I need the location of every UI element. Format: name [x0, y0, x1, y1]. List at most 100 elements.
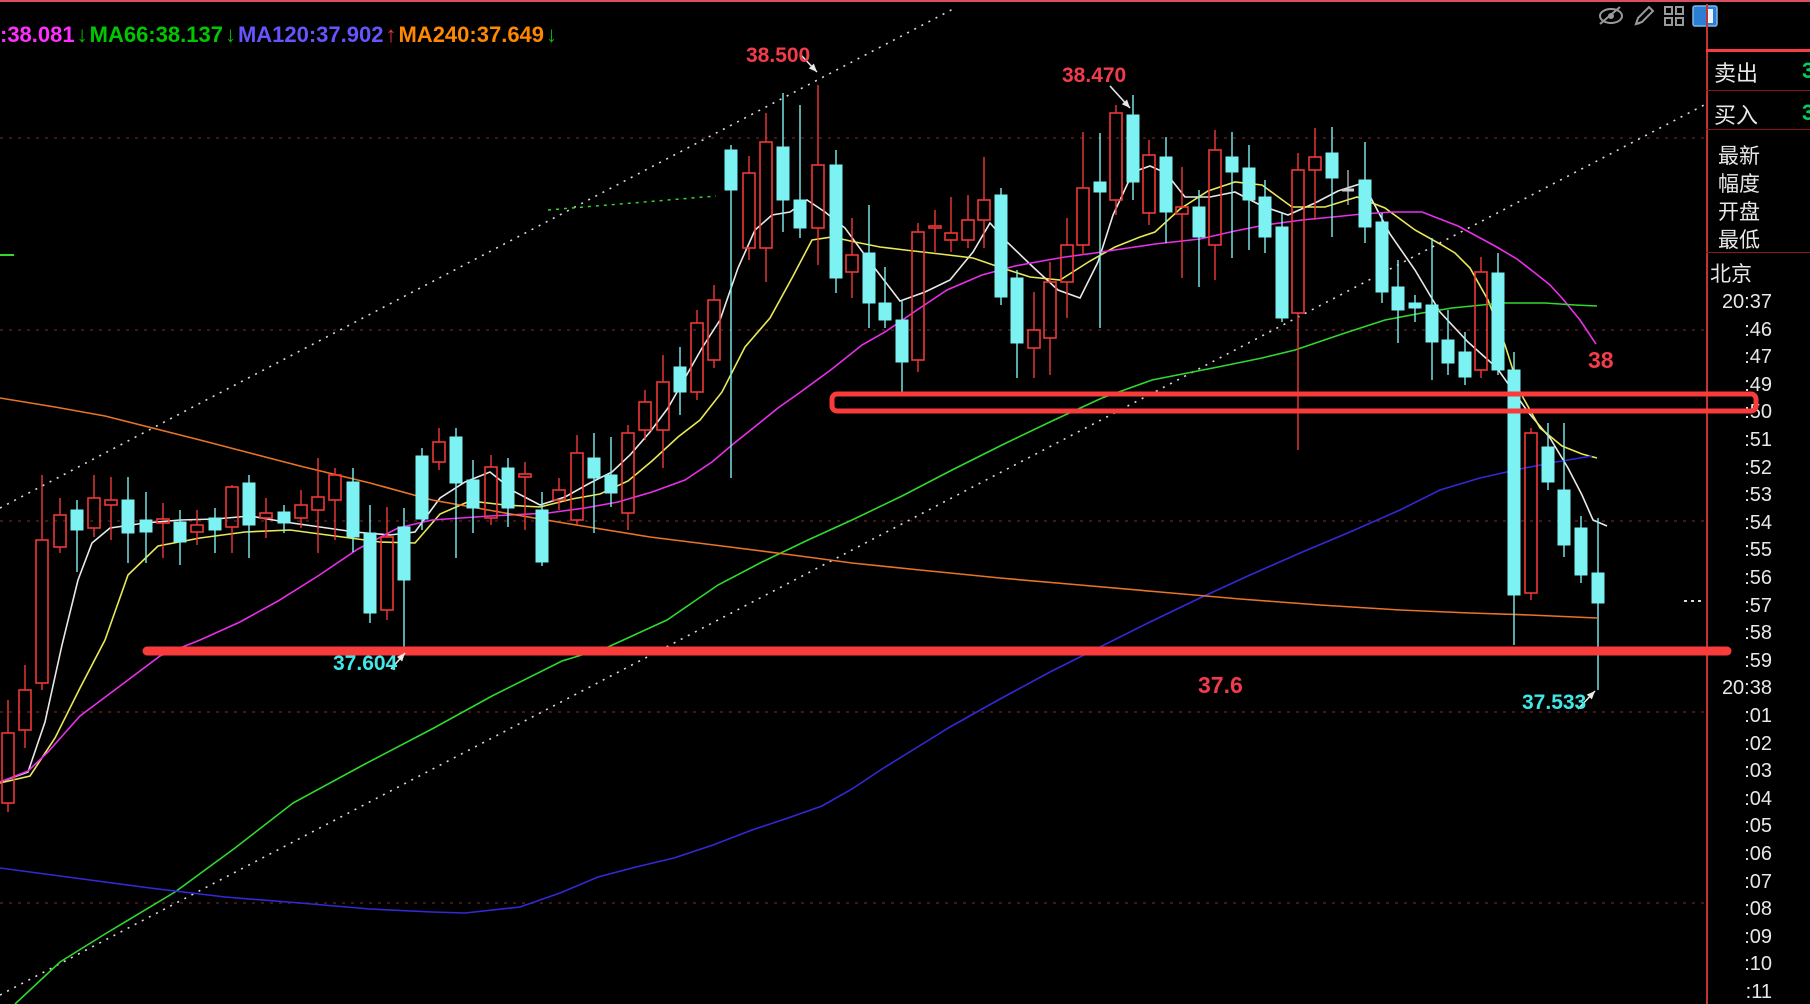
candle-down: [1557, 489, 1571, 546]
ma-line-ma-yellow: [0, 181, 1598, 784]
candle-down: [449, 436, 463, 484]
candle-up: [690, 322, 704, 393]
candle-up: [552, 489, 566, 501]
candle-up: [1142, 154, 1156, 214]
candle-down: [1507, 369, 1521, 596]
candle-down: [1010, 277, 1024, 344]
candle-down: [878, 302, 892, 321]
candle-down: [1425, 304, 1439, 343]
edit-pencil-icon[interactable]: [1632, 4, 1656, 28]
time-cell: :51: [1744, 429, 1772, 451]
candle-down: [1258, 196, 1272, 238]
candle-up: [294, 504, 308, 519]
candle-up: [432, 441, 446, 463]
candle-down: [397, 526, 411, 581]
panel-toggle-icon[interactable]: [1692, 4, 1718, 28]
chart-toolbar: [1596, 4, 1718, 28]
candle-down: [242, 482, 256, 526]
candle-up: [18, 689, 32, 731]
price-annotation-38: 38: [1588, 347, 1614, 373]
buy-row[interactable]: 买入 3: [1706, 98, 1810, 130]
candle-down: [535, 509, 549, 563]
candle-down: [1574, 527, 1588, 576]
candle-down: [70, 509, 84, 531]
ma-indicator-token: MA66:38.137: [89, 22, 223, 47]
candle-up: [380, 536, 394, 611]
candle-down: [1159, 156, 1173, 213]
time-cell: :52: [1744, 456, 1772, 479]
grid-layout-icon[interactable]: [1662, 4, 1686, 28]
time-cell: :47: [1744, 346, 1772, 369]
time-cell: :53: [1744, 484, 1772, 507]
ma-line-ma-magenta-38.081: [0, 211, 1597, 783]
candle-up: [656, 381, 670, 431]
time-cell: :08: [1744, 898, 1772, 921]
separator: [1706, 252, 1810, 253]
candle-up: [1175, 206, 1189, 215]
time-cell: :01: [1744, 705, 1772, 727]
candle-up: [1208, 149, 1222, 246]
sell-row[interactable]: 卖出 3: [1706, 56, 1810, 88]
buy-label: 买入: [1714, 103, 1759, 128]
annotation-arrowhead: [396, 653, 405, 662]
candle-down: [604, 474, 618, 494]
candle-down: [1441, 339, 1455, 364]
ma-line-MA66: [14, 302, 1598, 1004]
separator: [1706, 129, 1810, 130]
candle-down: [587, 457, 601, 479]
ma-indicator-bar: :38.081↓MA66:38.137↓MA120:37.902↑MA240:3…: [0, 22, 559, 48]
candle-up: [638, 401, 652, 431]
time-cell: :58: [1744, 622, 1772, 645]
candle-up: [1027, 329, 1041, 349]
candle-up: [87, 497, 101, 529]
time-cell: :10: [1744, 953, 1772, 976]
trendline-lower-channel: [0, 103, 1707, 996]
time-cell: :02: [1744, 732, 1772, 755]
candle-up: [1060, 244, 1074, 283]
price-annotation-37.604: 37.604: [333, 652, 398, 675]
candle-down: [1375, 221, 1389, 293]
ma-indicator-token: MA240:37.649: [398, 22, 545, 47]
candle-up: [259, 512, 273, 519]
candle-down: [1093, 181, 1107, 193]
price-annotation-38.470: 38.470: [1062, 64, 1127, 87]
time-cell: :05: [1744, 815, 1772, 838]
candle-up: [911, 231, 925, 361]
time-cell: :46: [1744, 318, 1772, 341]
time-cell: :11: [1745, 981, 1772, 1003]
eye-off-icon[interactable]: [1596, 4, 1626, 28]
candle-up: [961, 219, 975, 241]
time-cell: :55: [1744, 539, 1772, 562]
candle-down: [1275, 226, 1289, 319]
candle-up: [570, 452, 584, 521]
candle-down: [1225, 156, 1239, 173]
sidebar-top-separator: [1706, 49, 1810, 52]
candle-down: [724, 149, 738, 191]
candle-up: [1291, 169, 1305, 314]
sell-value-clipped: 3: [1802, 58, 1810, 83]
time-cell: :49: [1744, 373, 1772, 396]
quote-info-label: 最低: [1718, 229, 1760, 252]
candle-down: [415, 455, 429, 520]
candle-down: [363, 532, 377, 614]
candle-up: [1308, 156, 1322, 171]
candle-up: [928, 225, 942, 229]
price-annotation-37.6: 37.6: [1198, 672, 1243, 698]
candle-down: [121, 499, 135, 534]
candle-down: [1358, 179, 1372, 228]
candle-down: [895, 319, 909, 363]
buy-value-clipped: 3: [1802, 100, 1810, 125]
quote-info-label: 幅度: [1718, 173, 1760, 196]
candle-down: [1126, 114, 1140, 183]
candle-up: [759, 141, 773, 249]
separator: [1706, 90, 1810, 91]
candle-down: [1242, 167, 1256, 201]
candle-up: [104, 499, 118, 506]
candle-up: [328, 474, 342, 501]
resistance-band-rect: [829, 391, 1759, 414]
candle-down: [1391, 286, 1405, 311]
candle-up: [225, 486, 239, 528]
ma-trend-arrow: ↑: [385, 22, 397, 47]
